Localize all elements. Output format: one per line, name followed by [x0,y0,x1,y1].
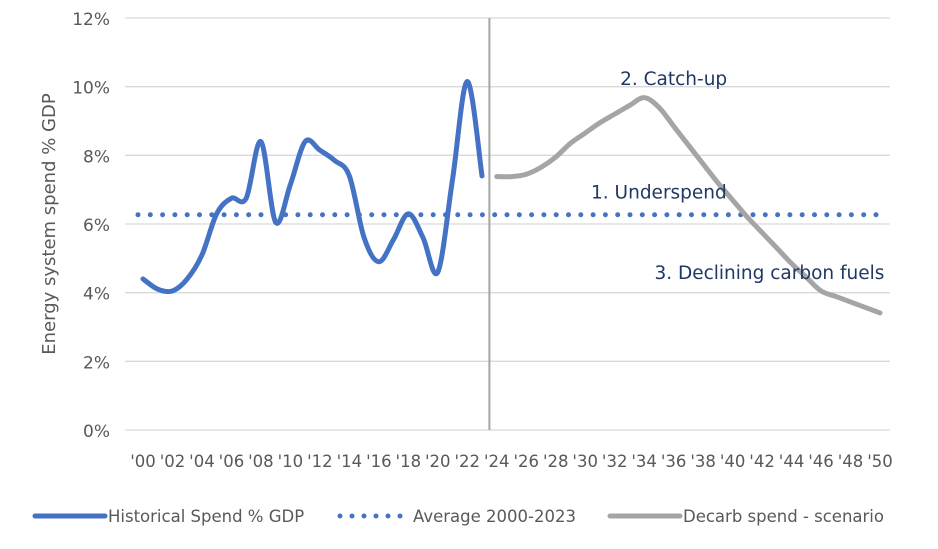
x-tick-label: '16 [366,452,392,471]
y-tick-label: 10% [72,79,110,99]
x-tick-label: '10 [278,452,304,471]
y-tick-label: 6% [83,216,110,236]
x-tick-label: '24 [484,452,510,471]
y-axis-label: Energy system spend % GDP [39,93,60,355]
annotation: 1. Underspend [591,182,727,203]
x-tick-label: '36 [661,452,687,471]
x-tick-label: '20 [425,452,451,471]
x-tick-label: '40 [720,452,746,471]
series-historical [140,79,485,295]
x-tick-label: '44 [779,452,805,471]
x-tick-label: '06 [219,452,245,471]
y-tick-label: 12% [72,10,110,30]
legend-label: Average 2000-2023 [413,507,576,526]
x-tick-label: '26 [513,452,539,471]
legend-label: Historical Spend % GDP [108,507,304,526]
x-tick-label: '32 [602,452,628,471]
x-tick-label: '34 [631,452,657,471]
x-tick-label: '04 [189,452,215,471]
y-tick-label: 4% [83,285,110,305]
x-tick-label: '18 [396,452,422,471]
annotation: 2. Catch-up [620,69,727,90]
x-tick-label: '50 [867,452,893,471]
x-tick-label: '22 [455,452,481,471]
y-tick-label: 0% [83,422,110,442]
x-tick-label: '28 [543,452,569,471]
x-tick-label: '38 [690,452,716,471]
x-tick-label: '46 [808,452,834,471]
y-tick-label: 2% [83,353,110,373]
y-tick-label: 8% [83,147,110,167]
x-tick-label: '30 [572,452,598,471]
series-scenario [494,95,883,316]
x-tick-label: '00 [130,452,156,471]
x-tick-label: '14 [337,452,363,471]
x-tick-label: '48 [838,452,864,471]
x-tick-label: '02 [160,452,186,471]
legend-label: Decarb spend - scenario [683,507,884,526]
x-tick-label: '12 [307,452,333,471]
x-tick-label: '08 [248,452,274,471]
annotation: 3. Declining carbon fuels [654,263,884,284]
x-tick-label: '42 [749,452,775,471]
